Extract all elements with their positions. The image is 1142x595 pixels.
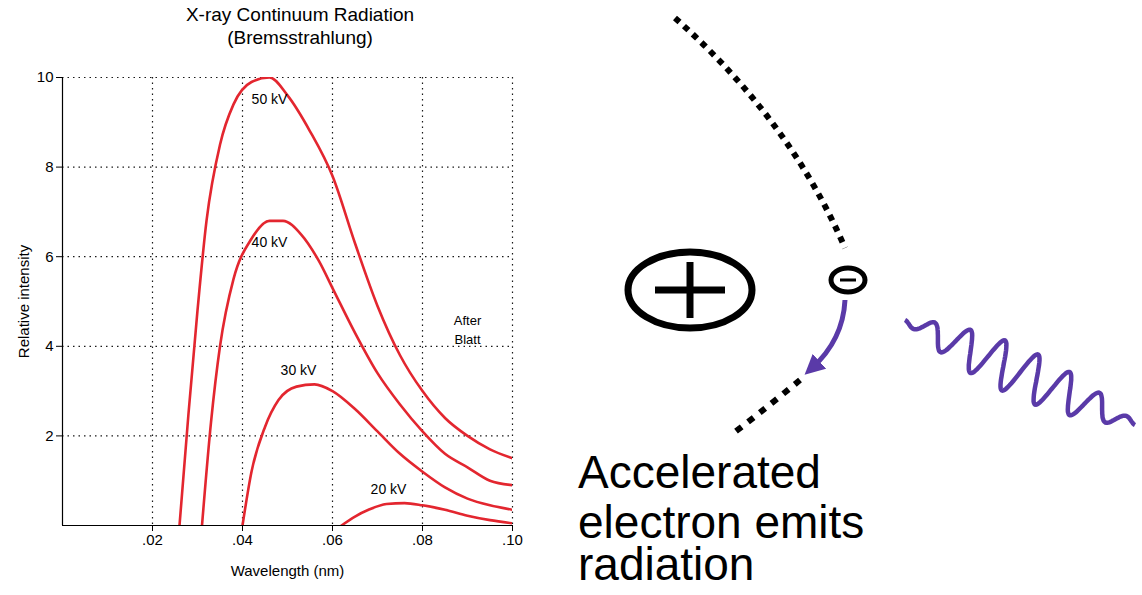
svg-text:.04: .04 [232,531,253,548]
svg-text:2: 2 [45,427,53,444]
svg-text:20 kV: 20 kV [371,481,407,497]
svg-text:50 kV: 50 kV [252,91,288,107]
html-text:X-ray Continuum Radiation: X-ray Continuum Radiation [185,4,415,25]
svg-text:40 kV: 40 kV [252,234,288,250]
svg-text:.02: .02 [142,531,163,548]
svg-text:4: 4 [45,337,53,354]
svg-text:.06: .06 [322,531,343,548]
svg-text:10: 10 [37,68,54,85]
svg-text:8: 8 [45,158,53,175]
svg-text:.10: .10 [502,531,523,548]
svg-text:Relative intensity: Relative intensity [15,244,32,358]
svg-text:AfterBlatt: AfterBlatt [454,313,482,348]
svg-text:6: 6 [45,248,53,265]
svg-text:Accelerated: Accelerated [578,446,821,498]
svg-text:electron emits: electron emits [578,496,865,548]
html-text:(Bremsstrahlung): (Bremsstrahlung) [227,27,373,48]
svg-text:radiation: radiation [578,538,754,590]
svg-text:.08: .08 [412,531,433,548]
svg-text:30 kV: 30 kV [281,362,317,378]
svg-text:Wavelength (nm): Wavelength (nm) [231,562,345,579]
